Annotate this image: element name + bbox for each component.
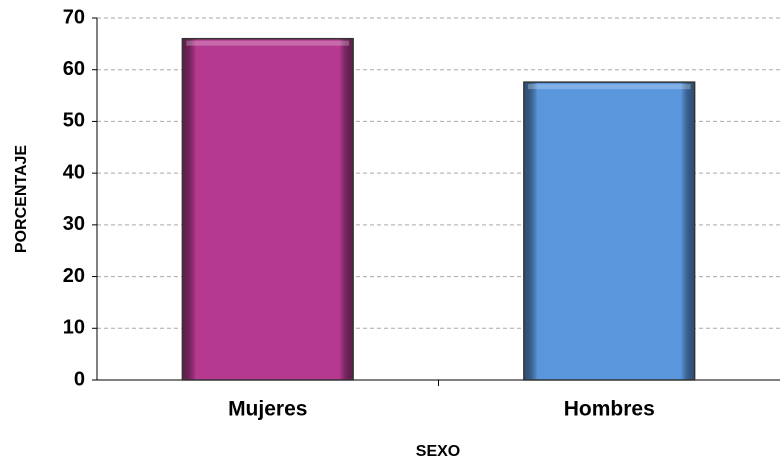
y-tick-label: 50 [63,110,85,132]
x-tick-label: Mujeres [228,398,307,421]
y-axis-label: PORCENTAJE [13,145,30,253]
y-tick-label: 60 [63,58,85,80]
y-tick-label: 0 [74,368,85,390]
y-tick-label: 40 [63,161,85,183]
y-tick-label: 70 [63,6,85,28]
bar-shade [181,37,354,381]
bar-highlight [527,84,691,90]
y-tick-label: 20 [63,265,85,287]
x-tick-label: Hombres [564,398,655,421]
x-axis-label: SEXO [416,443,460,460]
y-tick-label: 30 [63,213,85,235]
y-tick-label: 10 [63,317,85,339]
bar-shade [523,81,696,381]
bar-highlight [186,40,350,46]
